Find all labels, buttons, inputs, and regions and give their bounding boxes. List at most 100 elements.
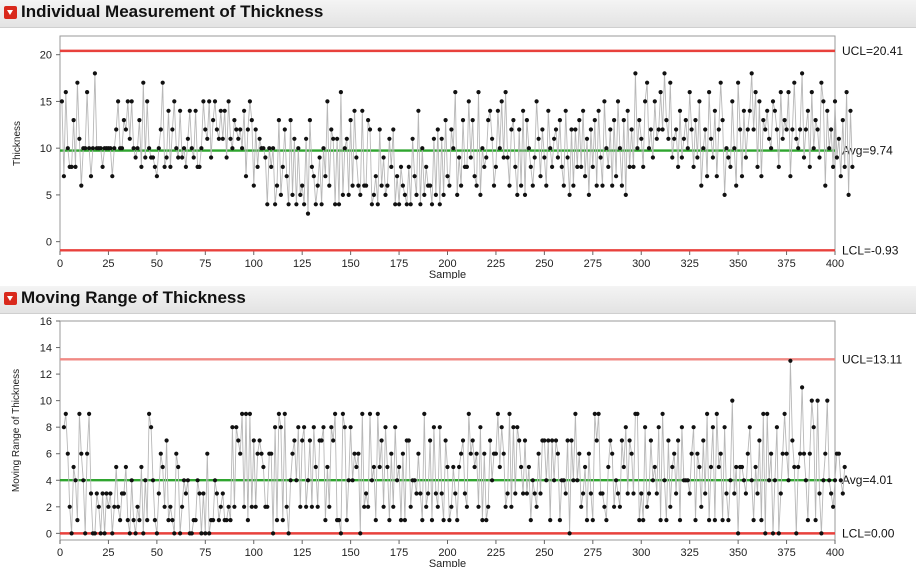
data-point <box>641 164 646 169</box>
data-point <box>474 183 479 188</box>
data-point <box>536 451 541 456</box>
data-point <box>840 118 845 123</box>
data-point <box>534 99 539 104</box>
data-point <box>701 438 706 443</box>
data-point <box>819 80 824 85</box>
data-point <box>338 531 343 536</box>
data-point <box>716 127 721 132</box>
data-point <box>348 425 353 430</box>
data-point <box>79 451 84 456</box>
data-point <box>358 192 363 197</box>
data-point <box>796 146 801 151</box>
data-point <box>664 118 669 123</box>
data-point <box>397 464 402 470</box>
data-point <box>313 202 318 207</box>
x-tick-label: 100 <box>245 258 263 270</box>
data-point <box>418 491 423 496</box>
data-point <box>360 411 365 416</box>
data-point <box>517 127 522 132</box>
data-point <box>592 411 597 416</box>
data-point <box>621 464 626 470</box>
data-point <box>455 192 460 197</box>
data-point <box>331 438 336 443</box>
data-point <box>464 164 469 169</box>
data-point <box>131 146 136 151</box>
data-point <box>180 155 185 160</box>
data-point <box>129 99 134 104</box>
data-point <box>699 183 704 188</box>
data-point <box>544 478 549 483</box>
data-point <box>720 118 725 123</box>
data-point <box>660 411 665 416</box>
data-point <box>798 451 803 456</box>
data-point <box>751 518 756 523</box>
data-point <box>203 531 208 536</box>
data-point <box>269 164 274 169</box>
data-point <box>329 127 334 132</box>
data-point <box>468 451 473 456</box>
data-point <box>470 438 475 443</box>
data-point <box>695 451 700 456</box>
data-point <box>373 174 378 179</box>
disclosure-triangle-icon[interactable] <box>4 292 17 305</box>
data-point <box>201 99 206 104</box>
data-point <box>274 183 280 188</box>
data-point <box>550 164 555 169</box>
data-point <box>212 99 218 104</box>
data-point <box>676 164 681 169</box>
data-point <box>207 531 212 536</box>
data-point <box>732 491 737 496</box>
disclosure-triangle-icon[interactable] <box>4 6 17 19</box>
data-point <box>625 108 630 113</box>
data-point <box>397 202 402 207</box>
data-point <box>490 478 495 483</box>
data-point <box>147 146 152 151</box>
data-point <box>61 174 66 179</box>
data-point <box>745 451 750 456</box>
data-point <box>586 451 592 456</box>
data-point <box>838 174 843 179</box>
data-point <box>503 90 508 95</box>
data-point <box>166 518 171 523</box>
moving-range-chart-title: Moving Range of Thickness <box>21 288 246 307</box>
data-point <box>739 174 745 179</box>
y-tick-label: 15 <box>40 96 52 108</box>
data-point <box>243 411 249 416</box>
data-point <box>174 451 179 456</box>
data-point <box>468 155 473 160</box>
data-point <box>114 464 119 470</box>
data-point <box>507 183 512 188</box>
data-point <box>490 136 495 141</box>
data-point <box>344 518 349 523</box>
x-tick-label: 25 <box>102 258 114 270</box>
data-point <box>505 491 510 496</box>
data-point <box>265 504 270 509</box>
data-point <box>230 146 235 151</box>
data-point <box>629 127 634 132</box>
data-point <box>364 183 369 188</box>
data-point <box>271 146 276 151</box>
data-point <box>548 146 553 151</box>
data-point <box>517 438 522 443</box>
data-point <box>183 164 188 169</box>
data-point <box>778 491 783 496</box>
data-point <box>251 183 256 188</box>
data-point <box>391 127 396 132</box>
x-tick-label: 300 <box>632 547 650 559</box>
data-point <box>786 90 791 95</box>
data-point <box>707 90 712 95</box>
data-point <box>290 451 295 456</box>
data-point <box>98 531 103 536</box>
data-point <box>759 518 764 523</box>
data-point <box>524 118 530 123</box>
data-point <box>567 192 572 197</box>
data-point <box>437 425 442 430</box>
data-point <box>73 164 78 169</box>
data-point <box>796 464 801 470</box>
data-point <box>718 451 723 456</box>
data-point <box>211 118 216 123</box>
data-point <box>472 174 477 179</box>
data-point <box>476 504 481 509</box>
data-point <box>712 518 718 523</box>
data-point <box>366 504 371 509</box>
